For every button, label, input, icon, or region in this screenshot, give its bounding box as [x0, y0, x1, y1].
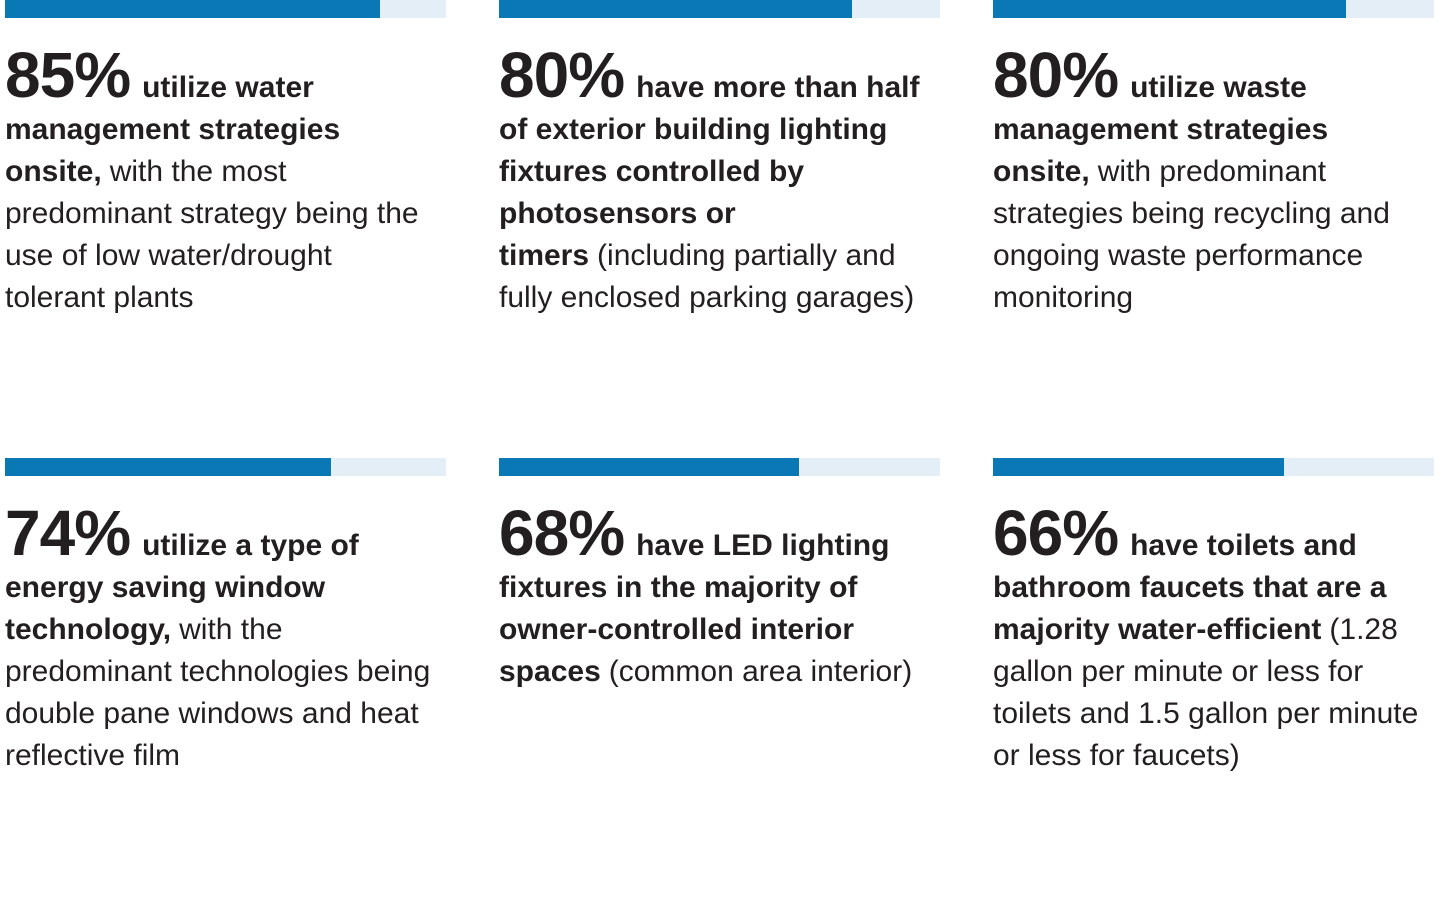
progress-track: [499, 458, 940, 476]
progress-fill: [499, 458, 799, 476]
stat-card: 85% utilize water management strategies o…: [5, 0, 451, 458]
stat-detail: with the predominant technologies being …: [5, 613, 431, 772]
stat-card: 66% have toilets and bathroom faucets tha…: [993, 458, 1439, 916]
progress-fill: [993, 0, 1346, 18]
stat-text: 80% utilize waste management strategies o…: [993, 43, 1425, 319]
progress-track: [5, 0, 446, 18]
stat-card: 80% utilize waste management strategies o…: [993, 0, 1439, 458]
stat-card: 74% utilize a type of energy saving windo…: [5, 458, 451, 916]
stat-percent: 74%: [5, 497, 131, 569]
stat-highlight: have more than half of exterior building…: [499, 71, 920, 272]
stat-highlight: have LED lighting fixtures in the majori…: [499, 529, 890, 688]
stat-card: 80% have more than half of exterior build…: [499, 0, 945, 458]
page: 85% utilize water management strategies o…: [5, 0, 1434, 772]
stat-detail: with predominant strategies being recycl…: [993, 155, 1390, 314]
stat-percent: 80%: [993, 39, 1119, 111]
stat-detail: (common area interior): [608, 655, 913, 688]
progress-fill: [993, 458, 1285, 476]
progress-fill: [5, 458, 332, 476]
progress-track: [5, 458, 446, 476]
stat-percent: 80%: [499, 39, 625, 111]
stat-percent: 85%: [5, 39, 131, 111]
stat-detail: with the most predominant strategy being…: [5, 155, 419, 314]
stat-highlight: utilize a type of energy saving window t…: [5, 529, 359, 646]
stat-detail: (1.28 gallon per minute or less for toil…: [993, 613, 1419, 772]
stat-highlight: utilize waste management strategies onsi…: [993, 71, 1329, 188]
progress-track: [993, 0, 1434, 18]
stat-text: 68% have LED lighting fixtures in the maj…: [499, 501, 931, 693]
stat-percent: 68%: [499, 497, 625, 569]
progress-track: [993, 458, 1434, 476]
progress-fill: [499, 0, 852, 18]
stat-card: 68% have LED lighting fixtures in the maj…: [499, 458, 945, 916]
progress-track: [499, 0, 940, 18]
stat-percent: 66%: [993, 497, 1119, 569]
stat-text: 74% utilize a type of energy saving windo…: [5, 501, 437, 777]
stat-text: 80% have more than half of exterior build…: [499, 43, 931, 319]
stat-detail: (including partially and fully enclosed …: [499, 239, 915, 314]
stat-text: 66% have toilets and bathroom faucets tha…: [993, 501, 1425, 777]
stat-highlight: utilize water management strategies onsi…: [5, 71, 341, 188]
progress-fill: [5, 0, 380, 18]
stat-highlight: have toilets and bathroom faucets that a…: [993, 529, 1387, 646]
stat-text: 85% utilize water management strategies o…: [5, 43, 437, 319]
